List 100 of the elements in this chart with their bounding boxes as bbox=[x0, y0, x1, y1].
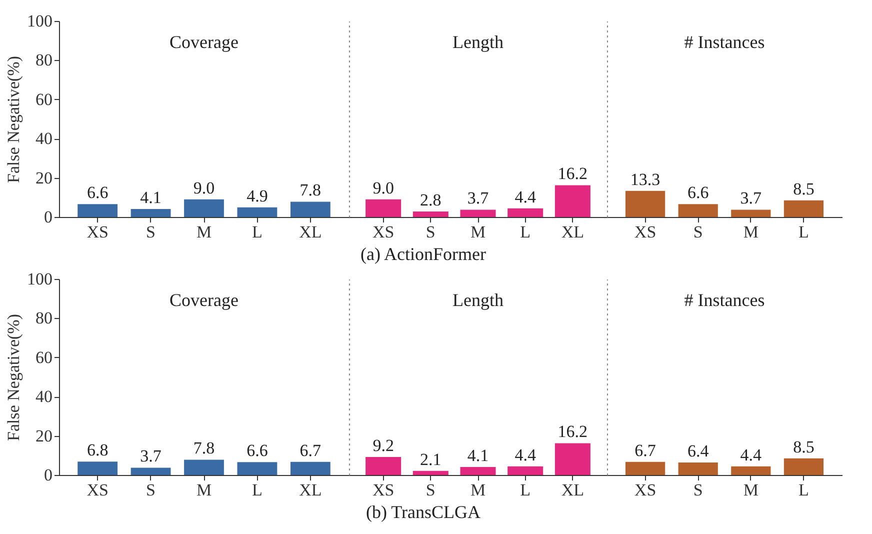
data-label: 13.3 bbox=[630, 170, 660, 189]
bar bbox=[78, 204, 118, 217]
y-tick-label: 100 bbox=[27, 12, 52, 30]
x-tick-label: S bbox=[426, 480, 436, 500]
bar bbox=[784, 458, 824, 475]
bar bbox=[625, 462, 666, 475]
data-label: 9.2 bbox=[372, 436, 394, 455]
data-label: 4.4 bbox=[514, 445, 536, 464]
y-tick-label: 0 bbox=[44, 208, 52, 226]
x-tick-label: XL bbox=[561, 480, 584, 500]
y-tick-label: 100 bbox=[27, 270, 52, 288]
data-label: 4.4 bbox=[740, 445, 762, 464]
bar bbox=[78, 462, 118, 475]
bar bbox=[237, 207, 278, 217]
text: # Instances bbox=[684, 290, 765, 310]
x-tick-label: XL bbox=[561, 222, 584, 242]
bar bbox=[731, 210, 771, 217]
bar bbox=[678, 462, 718, 475]
bar bbox=[237, 462, 278, 475]
bar bbox=[184, 199, 224, 217]
bar bbox=[554, 443, 590, 475]
y-tick-label: 80 bbox=[36, 308, 52, 328]
bar bbox=[130, 208, 171, 217]
bar bbox=[554, 185, 590, 217]
data-label: 7.8 bbox=[193, 438, 215, 458]
x-tick-label: L bbox=[252, 222, 262, 242]
data-label: 6.6 bbox=[687, 183, 709, 202]
x-tick-label: L bbox=[798, 222, 809, 242]
data-label: 6.8 bbox=[86, 440, 108, 460]
data-label: 3.7 bbox=[740, 188, 762, 208]
text: Coverage bbox=[170, 32, 238, 52]
bar bbox=[508, 466, 544, 475]
x-tick-label: XS bbox=[372, 480, 394, 500]
x-tick-label: M bbox=[470, 222, 486, 242]
data-label: 3.7 bbox=[467, 188, 490, 208]
y-axis-title: False Negative(%) bbox=[4, 314, 23, 441]
text: Length bbox=[452, 32, 504, 52]
x-tick-label: S bbox=[426, 222, 436, 242]
data-label: 16.2 bbox=[558, 164, 588, 184]
x-tick-label: M bbox=[196, 480, 212, 500]
y-tick-label: 60 bbox=[36, 348, 52, 367]
y-tick-label: 0 bbox=[44, 466, 52, 484]
bar bbox=[366, 199, 402, 217]
y-tick-label: 40 bbox=[36, 129, 52, 148]
x-tick-label: M bbox=[743, 480, 758, 500]
data-label: 6.7 bbox=[300, 440, 322, 460]
text: # Instances bbox=[684, 32, 765, 52]
x-tick-label: XL bbox=[299, 480, 322, 500]
x-tick-label: XS bbox=[86, 480, 108, 500]
bar bbox=[731, 466, 771, 475]
x-tick-label: L bbox=[798, 480, 809, 500]
data-label: 4.1 bbox=[140, 188, 162, 207]
x-tick-label: XS bbox=[634, 480, 656, 500]
x-tick-label: XS bbox=[634, 222, 656, 242]
x-tick-label: XS bbox=[86, 222, 108, 242]
x-tick-label: M bbox=[743, 222, 758, 242]
bar bbox=[678, 204, 718, 217]
x-tick-label: M bbox=[196, 222, 212, 242]
x-tick-label: S bbox=[146, 480, 156, 500]
data-label: 3.7 bbox=[140, 446, 162, 466]
x-tick-label: L bbox=[520, 480, 531, 500]
x-tick-label: L bbox=[252, 480, 262, 500]
x-tick-label: S bbox=[146, 222, 156, 242]
bar bbox=[366, 456, 402, 475]
data-label: 9.0 bbox=[193, 178, 215, 198]
data-label: 6.4 bbox=[687, 441, 710, 460]
data-label: 9.0 bbox=[372, 178, 394, 198]
y-tick-label: 20 bbox=[36, 168, 52, 188]
bar bbox=[784, 200, 824, 217]
bar bbox=[412, 212, 448, 217]
data-label: 6.7 bbox=[634, 440, 656, 460]
text: Coverage bbox=[170, 290, 238, 310]
text: Length bbox=[452, 290, 504, 310]
bar bbox=[508, 208, 544, 217]
x-tick-label: M bbox=[470, 480, 486, 500]
x-tick-label: S bbox=[693, 480, 703, 500]
data-label: 4.4 bbox=[514, 187, 536, 206]
bar bbox=[460, 210, 496, 217]
y-tick-label: 20 bbox=[36, 426, 52, 446]
data-label: 6.6 bbox=[246, 441, 268, 460]
bar bbox=[625, 190, 666, 217]
x-tick-label: S bbox=[693, 222, 703, 242]
bar bbox=[130, 468, 171, 475]
y-tick-label: 60 bbox=[36, 90, 52, 109]
data-label: 6.6 bbox=[86, 183, 108, 202]
x-tick-label: XL bbox=[299, 222, 322, 242]
data-label: 4.9 bbox=[246, 186, 268, 206]
data-label: 7.8 bbox=[300, 180, 322, 200]
data-label: 2.1 bbox=[420, 450, 442, 469]
y-tick-label: 80 bbox=[36, 50, 52, 70]
data-label: 2.8 bbox=[420, 190, 442, 210]
data-label: 8.5 bbox=[793, 437, 814, 456]
bar bbox=[290, 202, 330, 217]
text: (b) TransCLGA bbox=[366, 502, 481, 522]
y-tick-label: 40 bbox=[36, 387, 52, 406]
data-label: 16.2 bbox=[558, 422, 588, 442]
bar bbox=[184, 460, 224, 475]
x-tick-label: L bbox=[520, 222, 531, 242]
data-label: 8.5 bbox=[793, 179, 814, 198]
data-label: 4.1 bbox=[467, 446, 489, 465]
